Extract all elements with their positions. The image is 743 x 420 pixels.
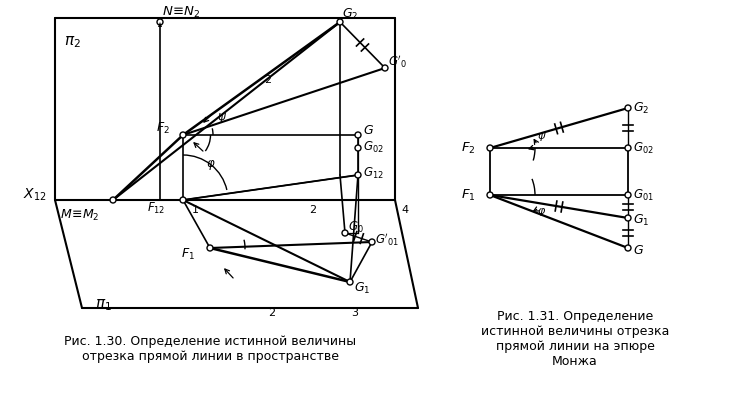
- Text: $G_{02}$: $G_{02}$: [363, 139, 384, 155]
- Circle shape: [110, 197, 116, 203]
- Text: $F_2$: $F_2$: [461, 140, 476, 155]
- Text: 2: 2: [309, 205, 317, 215]
- Text: $F_{12}$: $F_{12}$: [146, 200, 165, 215]
- Circle shape: [369, 239, 375, 245]
- Circle shape: [342, 230, 348, 236]
- Text: $G'_0$: $G'_0$: [388, 54, 407, 70]
- Circle shape: [625, 105, 631, 111]
- Text: $X_{12}$: $X_{12}$: [23, 187, 47, 203]
- Text: $F_1$: $F_1$: [461, 187, 476, 202]
- Circle shape: [487, 145, 493, 151]
- Text: $F_1$: $F_1$: [181, 247, 195, 262]
- Text: $G$: $G$: [633, 244, 644, 257]
- Text: 3: 3: [351, 308, 359, 318]
- Text: $G_{02}$: $G_{02}$: [633, 140, 654, 155]
- Text: $G'_{01}$: $G'_{01}$: [375, 232, 400, 248]
- Circle shape: [180, 197, 186, 203]
- Text: 4: 4: [401, 205, 409, 215]
- Text: $G_{12}$: $G_{12}$: [363, 165, 384, 181]
- Text: $G_0$: $G_0$: [348, 219, 364, 234]
- Text: $\varphi$: $\varphi$: [536, 206, 546, 218]
- Circle shape: [625, 245, 631, 251]
- Text: $G_2$: $G_2$: [342, 6, 358, 21]
- Text: $F_2$: $F_2$: [156, 121, 170, 136]
- Circle shape: [355, 172, 361, 178]
- Circle shape: [157, 19, 163, 25]
- Circle shape: [625, 215, 631, 221]
- Circle shape: [337, 19, 343, 25]
- Text: $\psi$: $\psi$: [536, 131, 546, 143]
- Circle shape: [180, 132, 186, 138]
- Circle shape: [347, 279, 353, 285]
- Text: Рис. 1.30. Определение истинной величины
отрезка прямой линии в пространстве: Рис. 1.30. Определение истинной величины…: [64, 335, 356, 363]
- Text: $G$: $G$: [363, 123, 374, 136]
- Circle shape: [355, 132, 361, 138]
- Text: 1: 1: [192, 205, 198, 215]
- Polygon shape: [158, 22, 162, 27]
- Text: Рис. 1.31. Определение
истинной величины отрезка
прямой линии на эпюре
Монжа: Рис. 1.31. Определение истинной величины…: [481, 310, 669, 368]
- Circle shape: [382, 65, 388, 71]
- Text: $G_{01}$: $G_{01}$: [633, 187, 654, 202]
- Text: $\psi$: $\psi$: [216, 111, 227, 125]
- Circle shape: [625, 192, 631, 198]
- Text: $\pi_1$: $\pi_1$: [94, 297, 111, 313]
- Circle shape: [355, 145, 361, 151]
- Text: $M\!\equiv\!M_2$: $M\!\equiv\!M_2$: [60, 207, 100, 223]
- Text: $G_2$: $G_2$: [633, 100, 649, 116]
- Text: $G_1$: $G_1$: [633, 213, 649, 228]
- Text: 2: 2: [268, 308, 276, 318]
- Circle shape: [207, 245, 213, 251]
- Text: $\varphi$: $\varphi$: [207, 158, 215, 172]
- Text: $\pi_2$: $\pi_2$: [64, 34, 80, 50]
- Text: $N\!\equiv\!N_2$: $N\!\equiv\!N_2$: [162, 5, 201, 20]
- Circle shape: [625, 145, 631, 151]
- Text: $G_1$: $G_1$: [354, 281, 371, 296]
- Circle shape: [487, 192, 493, 198]
- Text: 2: 2: [265, 75, 271, 85]
